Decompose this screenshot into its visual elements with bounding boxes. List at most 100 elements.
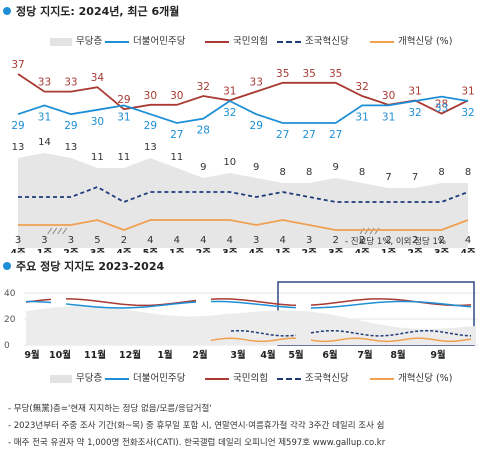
data-label-low: 2	[438, 235, 444, 246]
data-label-더불어민주당: 30	[91, 116, 104, 128]
data-label-더불어민주당: 31	[382, 111, 395, 123]
x-tick-week: 3주	[90, 248, 106, 253]
line-swatch-icon	[105, 377, 129, 380]
x-tick-month: 10월	[49, 349, 71, 360]
legend-label: 조국혁신당	[305, 36, 349, 47]
data-label-더불어민주당: 27	[329, 129, 342, 141]
x-tick-week: 3주	[328, 248, 344, 253]
data-label-low: 5	[94, 235, 100, 246]
data-label-더불어민주당: 31	[38, 111, 51, 123]
data-label-더불어민주당: 27	[276, 129, 289, 141]
data-label-low: 3	[253, 235, 259, 246]
y-tick-label: 20	[4, 315, 16, 325]
data-label-무당층: 7	[385, 172, 391, 183]
line-swatch-icon	[370, 40, 394, 43]
series-개혁신당-line	[18, 219, 469, 231]
legend-item: 더불어민주당	[105, 370, 185, 384]
x-tick-week: 2주	[196, 248, 212, 253]
data-label-무당층: 8	[438, 167, 444, 178]
series-더불어민주당-line	[17, 95, 469, 124]
data-label-더불어민주당: 32	[223, 107, 236, 119]
data-label-더불어민주당: 27	[170, 129, 183, 141]
data-label-국민의힘: 30	[382, 90, 395, 102]
area-swatch-icon	[50, 37, 72, 46]
x-tick-month: 9월	[24, 349, 39, 360]
x-tick-week: 3주	[222, 248, 238, 253]
data-label-국민의힘: 31	[461, 85, 474, 97]
x-tick-week: 4주	[249, 248, 265, 253]
data-label-low: 4	[227, 235, 233, 246]
data-label-무당층: 8	[359, 167, 365, 178]
legend-label: 더불어민주당	[133, 373, 186, 384]
break-hatch	[52, 227, 58, 235]
data-label-국민의힘: 33	[38, 77, 51, 89]
x-tick-week: 4주	[116, 248, 132, 253]
x-tick-month: 3월	[230, 349, 245, 360]
area-swatch-icon	[50, 374, 72, 383]
legend-item: 무당층	[50, 370, 102, 384]
legend-item: 더불어민주당	[105, 33, 185, 47]
footnote-1: - 무당(無黨)층='현재 지지하는 정당 없음/모름/응답거절'	[8, 404, 212, 414]
x-tick-week: 1주	[381, 248, 397, 253]
data-label-국민의힘: 33	[250, 77, 263, 89]
data-label-더불어민주당: 29	[144, 120, 157, 132]
x-tick-week: 2주	[63, 248, 79, 253]
x-tick-week: 1주	[37, 248, 53, 253]
series-더불어민주당-line	[25, 300, 472, 309]
data-label-국민의힘: 31	[408, 85, 421, 97]
data-label-low: 2	[385, 235, 391, 246]
line-swatch-icon	[370, 377, 394, 380]
data-label-low: 2	[121, 235, 127, 246]
x-tick-week: 2주	[301, 248, 317, 253]
x-tick-month: 11월	[84, 349, 106, 360]
data-label-low: 3	[68, 235, 74, 246]
legend-bottom: 무당층 더불어민주당 국민의힘 조국혁신당 개혁신당 (%)	[0, 370, 489, 384]
line-swatch-icon	[205, 377, 229, 380]
legend-label: 무당층	[76, 373, 103, 384]
data-label-국민의힘: 31	[223, 85, 236, 97]
data-label-무당층: 14	[38, 137, 51, 148]
x-tick-week: 4주	[354, 248, 370, 253]
data-label-무당층: 7	[412, 172, 418, 183]
data-label-국민의힘: 32	[197, 81, 210, 93]
x-tick-week: 4주	[10, 248, 26, 253]
data-label-무당층: 11	[170, 152, 183, 163]
x-tick-month: 7월	[357, 349, 372, 360]
series-무당층-area	[26, 306, 476, 345]
x-tick-week: 1주	[275, 248, 291, 253]
data-label-low: 3	[41, 235, 47, 246]
legend-item: 개혁신당 (%)	[370, 33, 452, 47]
data-label-국민의힘: 37	[11, 59, 24, 71]
legend-item: 조국혁신당	[277, 370, 349, 384]
x-tick-week: 5주	[143, 248, 159, 253]
x-tick-week: 3주	[434, 248, 450, 253]
legend-label: 무당층	[76, 36, 103, 47]
x-tick-month: 9월	[430, 349, 445, 360]
data-label-더불어민주당: 29	[64, 120, 77, 132]
data-label-국민의힘: 30	[170, 90, 183, 102]
legend-top: 무당층 더불어민주당 국민의힘 조국혁신당 개혁신당 (%)	[0, 33, 489, 47]
data-label-low: 4	[174, 235, 180, 246]
section1-title: 정당 지지도: 2024년, 최근 6개월	[3, 3, 179, 19]
data-label-무당층: 9	[253, 162, 259, 173]
data-label-무당층: 11	[91, 152, 104, 163]
series-조국혁신당-line	[18, 186, 469, 203]
note-other-parties: - 진보당 1%, 이외 정당 1%	[345, 237, 446, 247]
x-tick-month: 4월	[260, 349, 275, 360]
legend-item: 조국혁신당	[277, 33, 349, 47]
x-tick-week: 2주	[407, 248, 423, 253]
legend-label: 더불어민주당	[133, 36, 186, 47]
line-swatch-icon	[105, 40, 129, 43]
series-조국혁신당-line	[230, 329, 472, 337]
footnote-3: - 매주 전국 유권자 약 1,000명 전화조사(CATI). 한국갤럽 데일…	[8, 438, 386, 448]
data-label-더불어민주당: 28	[197, 125, 210, 137]
legend-label: 국민의힘	[233, 36, 268, 47]
legend-item: 개혁신당 (%)	[370, 370, 452, 384]
data-label-국민의힘: 34	[91, 72, 105, 84]
data-label-더불어민주당: 31	[117, 111, 130, 123]
legend-item: 국민의힘	[205, 370, 268, 384]
legend-item: 무당층	[50, 33, 102, 47]
section1-title-text: 정당 지지도: 2024년, 최근 6개월	[16, 5, 180, 18]
data-label-국민의힘: 30	[144, 90, 157, 102]
